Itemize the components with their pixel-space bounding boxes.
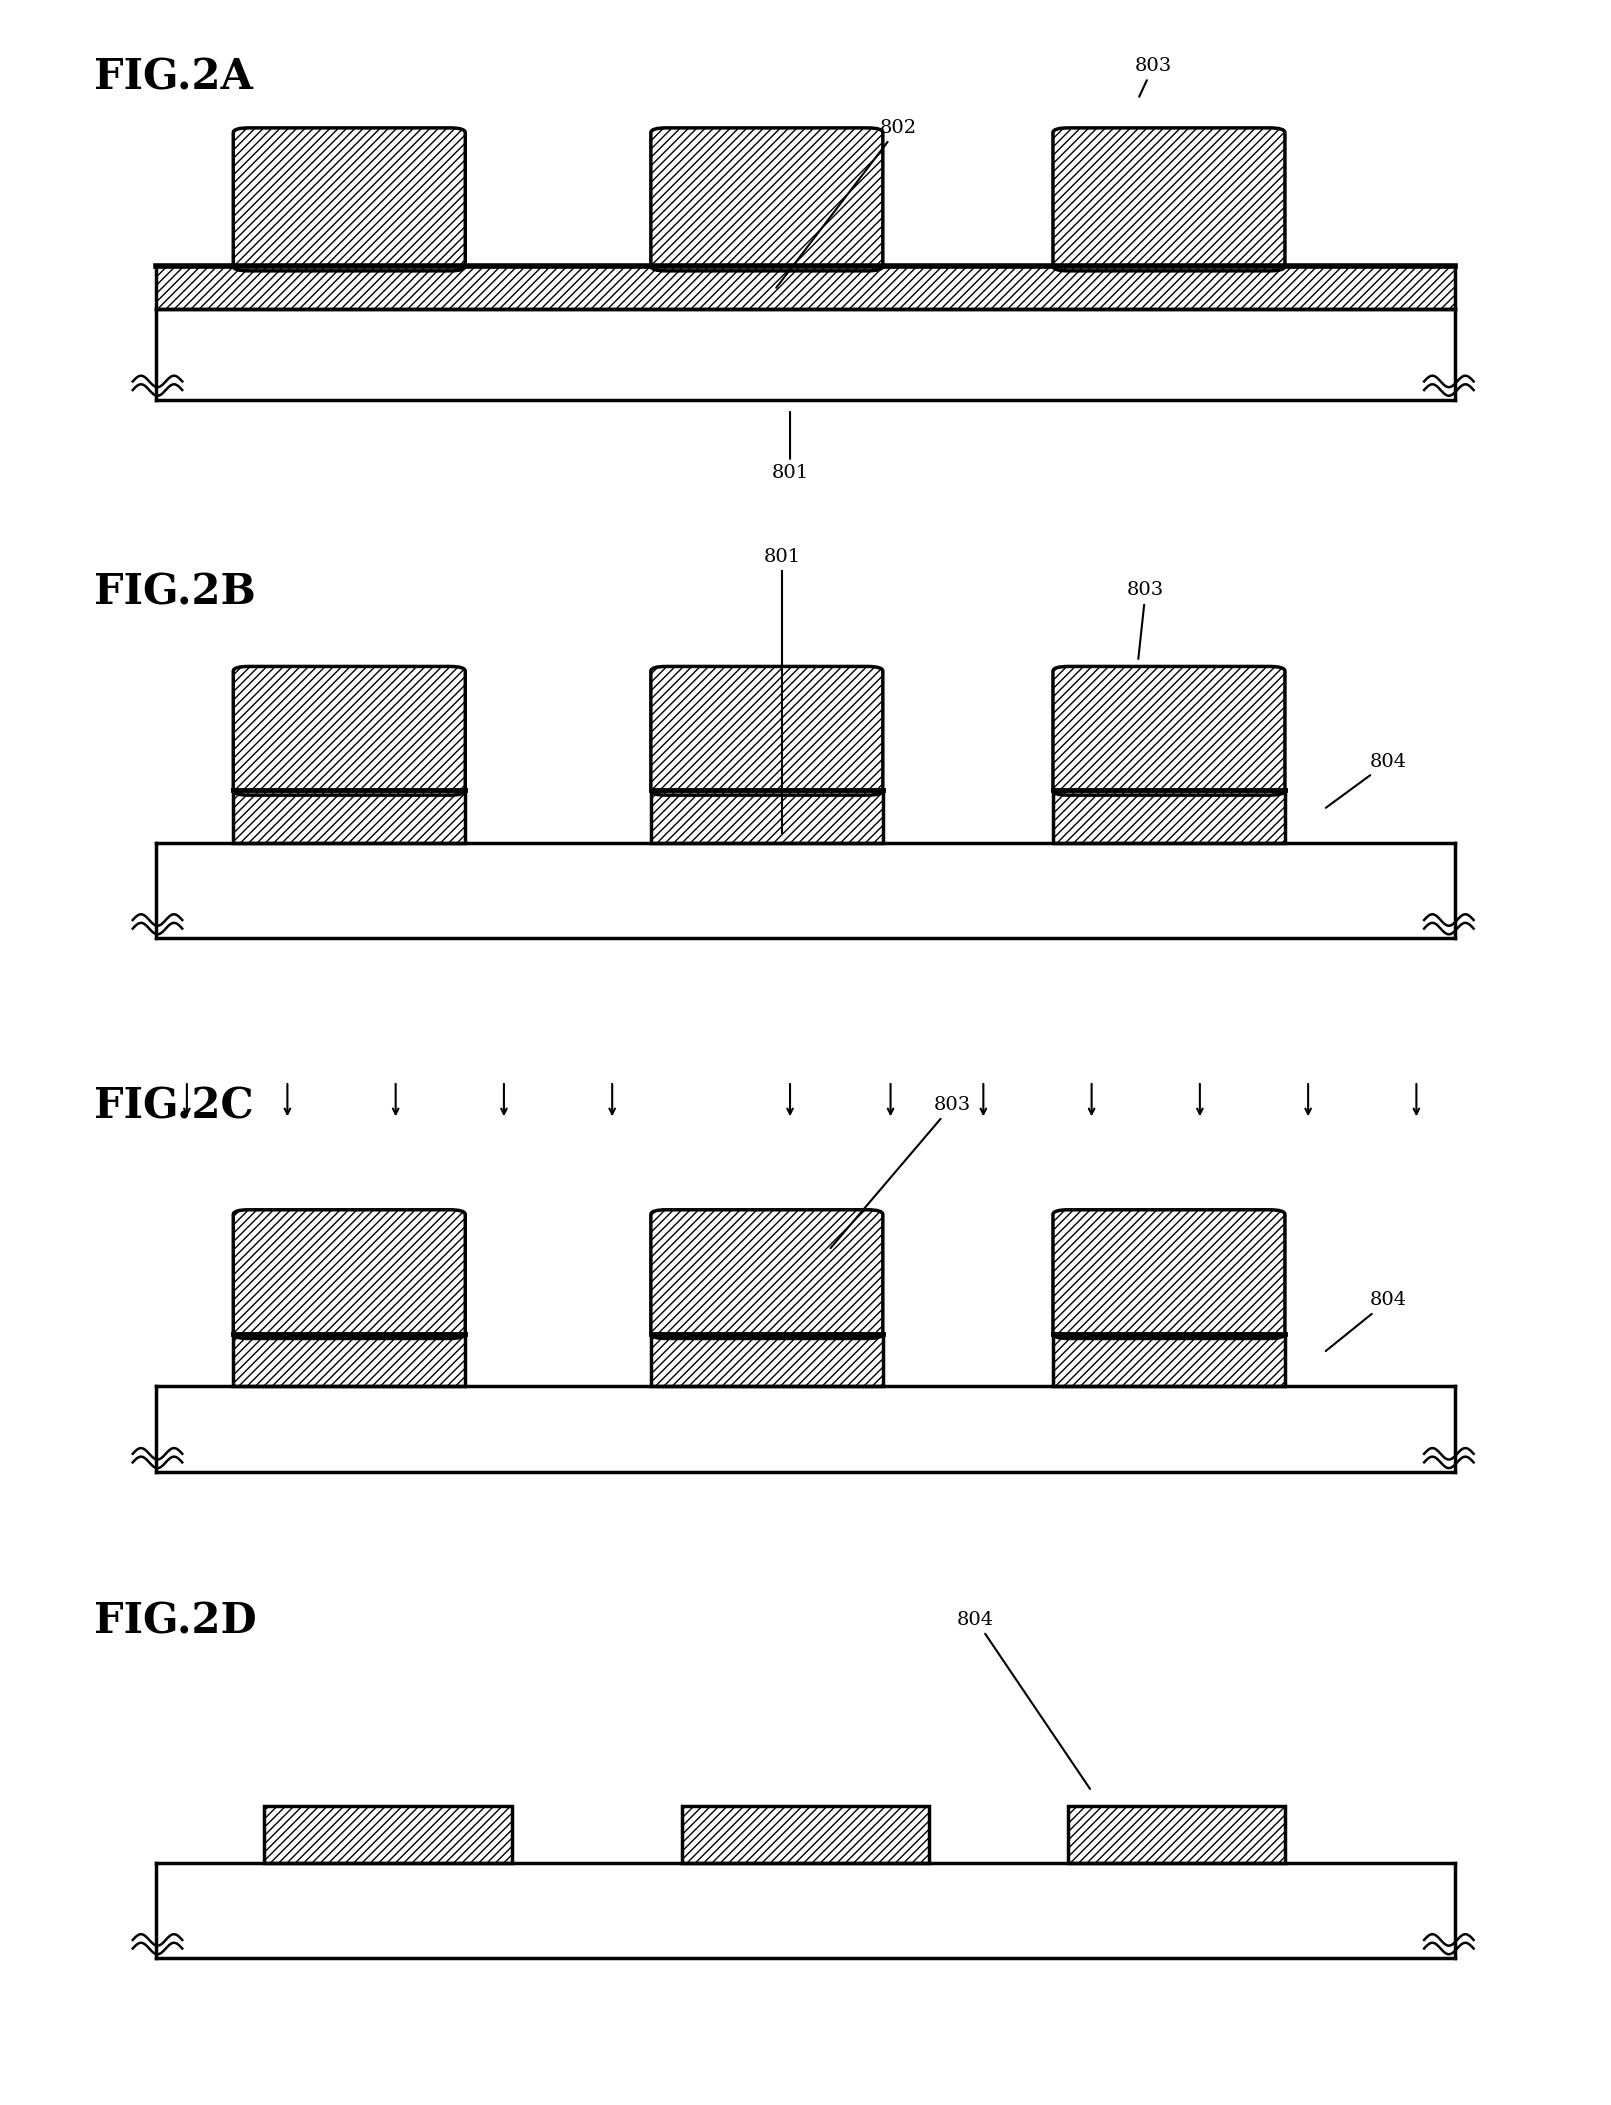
Text: 801: 801	[764, 549, 801, 566]
Text: 804: 804	[957, 1610, 1091, 1789]
FancyBboxPatch shape	[651, 128, 883, 272]
Bar	[651, 789, 883, 842]
Text: 803: 803	[1134, 57, 1173, 97]
Text: 804: 804	[1326, 754, 1406, 808]
FancyBboxPatch shape	[234, 1210, 466, 1339]
Bar	[156, 265, 1455, 309]
Text: FIG.2C: FIG.2C	[93, 1086, 253, 1128]
FancyBboxPatch shape	[1054, 1210, 1286, 1339]
FancyBboxPatch shape	[651, 1210, 883, 1339]
FancyBboxPatch shape	[651, 667, 883, 796]
Bar	[1054, 789, 1286, 842]
Bar	[681, 1806, 930, 1863]
FancyBboxPatch shape	[234, 667, 466, 796]
Text: FIG.2A: FIG.2A	[93, 57, 253, 99]
FancyBboxPatch shape	[1054, 128, 1286, 272]
Text: 802: 802	[777, 118, 917, 288]
Bar	[1068, 1806, 1286, 1863]
Text: FIG.2D: FIG.2D	[93, 1600, 256, 1642]
FancyBboxPatch shape	[1054, 667, 1286, 796]
Text: 801: 801	[772, 413, 809, 482]
Bar	[264, 1806, 512, 1863]
Text: 803: 803	[1128, 581, 1165, 659]
Text: FIG.2B: FIG.2B	[93, 570, 256, 613]
Bar	[234, 789, 466, 842]
Bar	[651, 1335, 883, 1385]
FancyBboxPatch shape	[234, 128, 466, 272]
Text: 803: 803	[831, 1097, 971, 1248]
Bar	[234, 1335, 466, 1385]
Bar	[1054, 1335, 1286, 1385]
Text: 804: 804	[1326, 1290, 1406, 1351]
